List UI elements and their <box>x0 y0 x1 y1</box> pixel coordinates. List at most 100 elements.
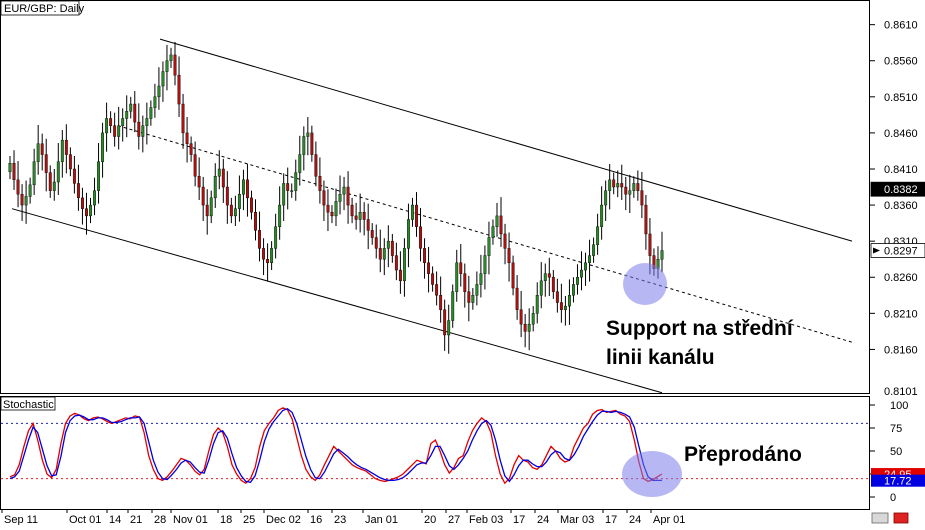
candle-body <box>266 259 270 264</box>
candle-body <box>93 190 96 206</box>
candle-body <box>177 74 181 105</box>
candle-body <box>499 215 503 235</box>
candle-body <box>378 248 382 260</box>
candle-body <box>459 262 463 274</box>
candle-body <box>213 176 217 199</box>
candle-body <box>97 161 100 191</box>
candle-body <box>435 284 439 296</box>
x-tick-label: 18 <box>220 514 232 525</box>
candle-body <box>431 273 435 285</box>
candle-body <box>620 183 624 188</box>
candle-body <box>161 71 165 87</box>
candle-body <box>580 269 583 278</box>
x-tick-label: 17 <box>513 514 525 525</box>
x-tick-label: Oct 01 <box>69 514 101 525</box>
price-chart-title: EUR/GBP: Daily <box>4 3 85 15</box>
candle-body <box>487 237 491 256</box>
candle-body <box>523 323 527 332</box>
channel-lines <box>11 38 853 394</box>
candle-body <box>262 248 266 260</box>
candle-body <box>366 219 370 231</box>
close-icon[interactable] <box>893 512 909 524</box>
candle-body <box>80 197 84 209</box>
candle-body <box>567 295 571 307</box>
candle-body <box>12 163 16 181</box>
candle-body <box>519 309 523 325</box>
candle-body <box>149 107 153 119</box>
candle-body <box>89 204 92 217</box>
candle-body <box>660 250 664 260</box>
candle-body <box>282 183 286 206</box>
candle-body <box>217 168 221 177</box>
candle-body <box>616 183 620 188</box>
candle-body <box>326 204 330 213</box>
candle-body <box>342 186 346 195</box>
candle-body <box>596 226 600 245</box>
price-marker-label: 0.8297 <box>884 246 918 258</box>
stochastic-tick-label: 50 <box>890 446 902 458</box>
stochastic-marker-label: 17.72 <box>884 476 912 488</box>
candle-body <box>306 132 310 137</box>
price-tick-label: 0.8160 <box>884 344 918 356</box>
candle-body <box>491 226 495 238</box>
candle-body <box>555 291 559 303</box>
candle-body <box>463 273 467 292</box>
x-axis: Sep 11 Oct 01 14 21 28 Nov 01 18 25 Dec 02 16 23 Ja… <box>1 509 685 526</box>
x-tick-label: Dec 02 <box>266 514 301 525</box>
candle-body <box>507 248 511 264</box>
zoom-icon[interactable] <box>871 512 889 524</box>
candle-body <box>137 121 141 137</box>
candle-body <box>419 226 422 249</box>
candle-body <box>298 154 302 173</box>
candle-body <box>302 136 306 155</box>
candle-body <box>334 201 338 217</box>
x-tick-label: 20 <box>424 514 436 525</box>
candle-body <box>584 262 587 271</box>
candle-body <box>624 186 628 195</box>
candle-body <box>531 313 535 325</box>
channel-mid-line <box>117 125 853 343</box>
candle-body <box>370 230 374 238</box>
x-tick-label: 28 <box>154 514 166 525</box>
candle-body <box>390 240 394 256</box>
candle-body <box>455 262 459 292</box>
candle-body <box>576 277 579 285</box>
candle-body <box>246 179 249 199</box>
candle-body <box>20 194 24 206</box>
candle-body <box>237 194 241 209</box>
x-tick-label: 17 <box>605 514 617 525</box>
candle-body <box>402 248 406 282</box>
candle-body <box>640 190 644 206</box>
candle-body <box>201 186 205 206</box>
candle-body <box>64 139 68 155</box>
candle-body <box>48 172 52 191</box>
candle-body <box>270 248 274 264</box>
x-tick-label: 24 <box>537 514 549 525</box>
candle-body <box>386 240 390 249</box>
candle-body <box>52 181 56 191</box>
candle-body <box>290 190 294 192</box>
stochastic-axis: 100755025024.9517.72 <box>870 400 925 504</box>
candle-body <box>24 196 28 206</box>
candle-body <box>221 168 225 188</box>
candle-body <box>648 233 652 256</box>
price-tick-label: 0.8510 <box>884 92 918 104</box>
support-highlight <box>623 263 667 305</box>
candle-body <box>274 226 278 249</box>
candle-body <box>439 295 443 310</box>
candle-body <box>105 118 109 134</box>
candle-body <box>483 255 487 274</box>
candle-body <box>85 208 88 217</box>
candle-body <box>535 295 539 314</box>
candle-body <box>60 139 64 162</box>
candle-body <box>354 215 358 220</box>
x-tick-label: Feb 03 <box>469 514 503 525</box>
candle-body <box>173 54 177 76</box>
candle-body <box>572 284 575 296</box>
price-tick-label: 0.8560 <box>884 56 918 68</box>
candle-body <box>193 154 197 177</box>
price-title-box <box>0 0 80 16</box>
candle-body <box>628 190 632 195</box>
stochastic-panel-frame <box>0 396 870 510</box>
